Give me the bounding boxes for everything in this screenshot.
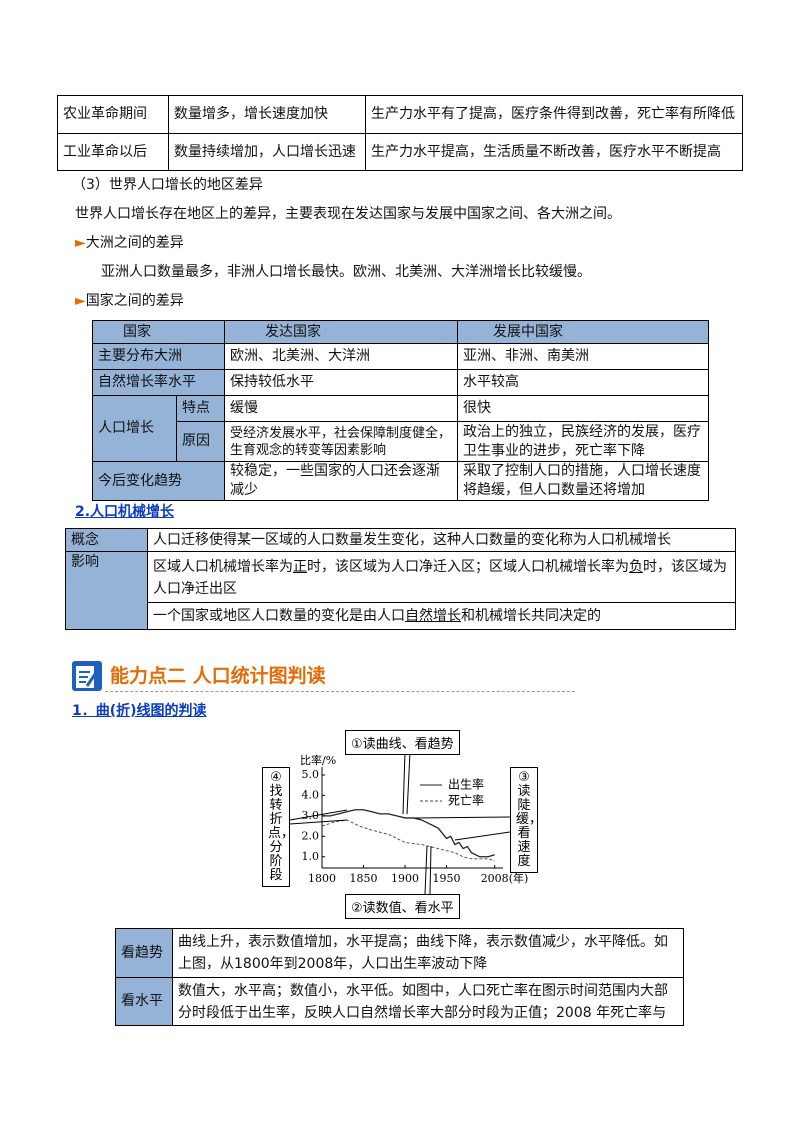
heading: （3）世界人口增长的地区差异 (72, 177, 263, 193)
text: 自然增长 (405, 608, 461, 624)
x-tick-label: 1800 (308, 872, 336, 885)
x-axis-label: (年) (509, 871, 529, 885)
section-title: 能力点二 人口统计图判读 (110, 665, 326, 687)
cell: 政治上的独立，民族经济的发展，医疗卫生事业的进步，死亡率下降 (457, 421, 709, 462)
y-tick-label: 1.0 (302, 850, 320, 863)
y-tick-label: 5.0 (302, 768, 320, 781)
cell: 农业革命期间 (57, 95, 169, 134)
y-tick-label: 4.0 (302, 788, 320, 801)
cell: 一个国家或地区人口数量的变化是由人口自然增长和机械增长共同决定的 (147, 602, 736, 630)
annotation: ②读数值、看水平 (345, 894, 460, 919)
cell: 看水平 (115, 977, 173, 1026)
x-tick-label: 1850 (350, 872, 378, 885)
text: 大洲之间的差异 (85, 235, 184, 251)
heading: 2.人口机械增长 (75, 504, 175, 520)
cell: 数值大，水平高；数值小，水平低。如图中，人口死亡率在图示时间范围内大部分时段低于… (172, 977, 684, 1026)
cell: 影响 (65, 551, 148, 630)
legend-label: 出生率 (448, 777, 484, 792)
paragraph: 世界人口增长存在地区上的差异，主要表现在发达国家与发展中国家之间、各大洲之间。 (75, 206, 621, 222)
cell: 受经济发展水平，社会保障制度健全，生育观念的转变等因素影响 (224, 421, 458, 462)
x-tick-label: 1950 (433, 872, 461, 885)
cell: 主要分布大洲 (92, 343, 225, 370)
paragraph: 亚洲人口数量最多，非洲人口增长最快。欧洲、北美洲、大洋洲增长比较缓慢。 (101, 264, 591, 280)
cell: 保持较低水平 (224, 369, 458, 396)
cell: 采取了控制人口的措施，人口增长速度将趋缓，但人口数量还将增加 (457, 461, 709, 501)
cell: 工业革命以后 (57, 133, 169, 171)
y-tick-label: 2.0 (302, 829, 320, 842)
annotation: ④找转折点，分阶段 (262, 767, 294, 887)
y-axis-label: 比率/% (300, 753, 336, 767)
cell: 水平较高 (457, 369, 709, 396)
annotation: ③读陡缓，看速度 (510, 767, 542, 873)
text: 时，该区域为人口净迁入区；区域人口机械增长率为 (307, 559, 629, 575)
cell: 数量增多，增长速度加快 (168, 95, 366, 134)
cell: 区域人口机械增长率为正时，该区域为人口净迁入区；区域人口机械增长率为负时，该区域… (147, 551, 736, 603)
cell: 曲线上升，表示数值增加，水平提高；曲线下降，表示数值减少，水平降低。如上图，从1… (172, 928, 684, 978)
series-line (322, 809, 495, 858)
cell: 数量持续增加，人口增长迅速 (168, 133, 366, 171)
cell: 原因 (176, 421, 225, 462)
text: 时，该区域为人口净迁出区 (153, 559, 727, 597)
cell: 特点 (176, 395, 225, 422)
leader-lines (289, 751, 511, 895)
header-cell: 发达国家 (224, 320, 458, 344)
cell: 概念 (65, 528, 148, 552)
subheading: ►大洲之间的差异 (75, 235, 184, 251)
subheading: ►国家之间的差异 (75, 293, 184, 309)
legend-label: 死亡率 (448, 793, 484, 808)
cell: 今后变化趋势 (92, 461, 225, 501)
cell: 欧洲、北美洲、大洋洲 (224, 343, 458, 370)
text: 区域人口机械增长率为 (153, 559, 293, 575)
header-cell: 发展中国家 (457, 320, 709, 344)
text: 和机械增长共同决定的 (461, 608, 601, 624)
header-cell: 国家 (92, 320, 225, 344)
cell: 亚洲、非洲、南美洲 (457, 343, 709, 370)
text: 国家之间的差异 (85, 293, 184, 309)
x-tick-label: 2008 (481, 872, 509, 885)
cell: 人口增长 (92, 395, 177, 462)
cell: 自然增长率水平 (92, 369, 225, 396)
annotation: ①读曲线、看趋势 (345, 730, 460, 755)
x-tick-label: 1900 (391, 872, 419, 885)
text: 正 (293, 559, 307, 575)
section-icon (72, 661, 102, 691)
cell: 生产力水平提高，生活质量不断改善，医疗水平不断提高 (365, 133, 743, 171)
cell: 看趋势 (115, 928, 173, 978)
series-line (321, 819, 495, 862)
y-tick-label: 3.0 (302, 809, 320, 822)
cell: 很快 (457, 395, 709, 422)
cell: 人口迁移使得某一区域的人口数量发生变化，这种人口数量的变化称为人口机械增长 (147, 528, 736, 552)
cell: 较稳定，一些国家的人口还会逐渐减少 (224, 461, 458, 501)
divider (105, 691, 575, 692)
cell: 缓慢 (224, 395, 458, 422)
text: 负 (629, 559, 643, 575)
cell: 生产力水平有了提高，医疗条件得到改善，死亡率有所降低 (365, 95, 743, 134)
subheading: 1．曲(折)线图的判读 (72, 703, 207, 719)
text: 一个国家或地区人口数量的变化是由人口 (153, 608, 405, 624)
